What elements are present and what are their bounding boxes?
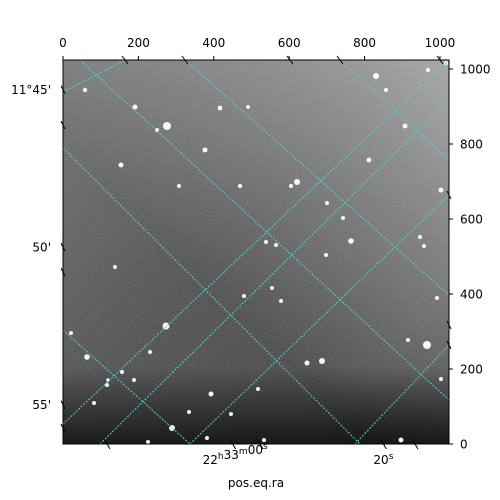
top-tick-label: 800 [353, 36, 376, 50]
dec-minor-tick [60, 120, 66, 130]
top-tick-label: 400 [202, 36, 225, 50]
right-tick-label: 200 [460, 363, 483, 377]
plot-frame [62, 59, 450, 445]
dec-tick-label: 11°45' [11, 83, 51, 97]
right-tick-label: 800 [460, 138, 483, 152]
sky-image [63, 60, 449, 444]
right-grid-tick [446, 190, 452, 200]
top-grid-tick [286, 55, 294, 65]
top-grid-tick [181, 55, 189, 65]
right-tick-label: 1000 [460, 63, 491, 77]
right-tick-label: 600 [460, 213, 483, 227]
top-tick-label: 1000 [425, 36, 456, 50]
top-tick-label: 200 [127, 36, 150, 50]
right-grid-tick [446, 340, 452, 350]
ra-tick-mark [379, 438, 387, 450]
right-tick-label: 400 [460, 288, 483, 302]
x-axis-title: pos.eq.ra [228, 476, 284, 490]
ra-tick-label: 22h33m00s [203, 442, 268, 467]
ra-tick-label: 20s [373, 452, 393, 467]
ra-minor-tick [103, 438, 111, 450]
dec-tick-mark [60, 400, 66, 409]
ra-tick-mark [229, 438, 237, 450]
coordinate-grid [63, 60, 449, 444]
dec-tick-label: 55' [32, 398, 51, 412]
top-tick-label: 0 [59, 36, 67, 50]
top-grid-tick [336, 55, 344, 65]
dec-tick-mark [60, 242, 66, 252]
dec-minor-tick [60, 267, 66, 277]
top-tick-label: 600 [278, 36, 301, 50]
right-grid-tick [446, 320, 452, 330]
dec-tick-label: 50' [32, 241, 51, 255]
dec-tick-mark [60, 85, 66, 94]
tick-layer: 0 200 400 600 800 1000 0 200 400 600 800 1000 22h33m… [11, 36, 490, 467]
top-grid-tick [436, 55, 444, 65]
ra-minor-tick [256, 438, 264, 450]
stars-layer [69, 61, 448, 444]
top-grid-tick [121, 55, 129, 65]
dec-minor-tick [60, 423, 66, 433]
right-tick-label: 0 [460, 438, 468, 452]
ra-minor-tick [411, 438, 419, 450]
